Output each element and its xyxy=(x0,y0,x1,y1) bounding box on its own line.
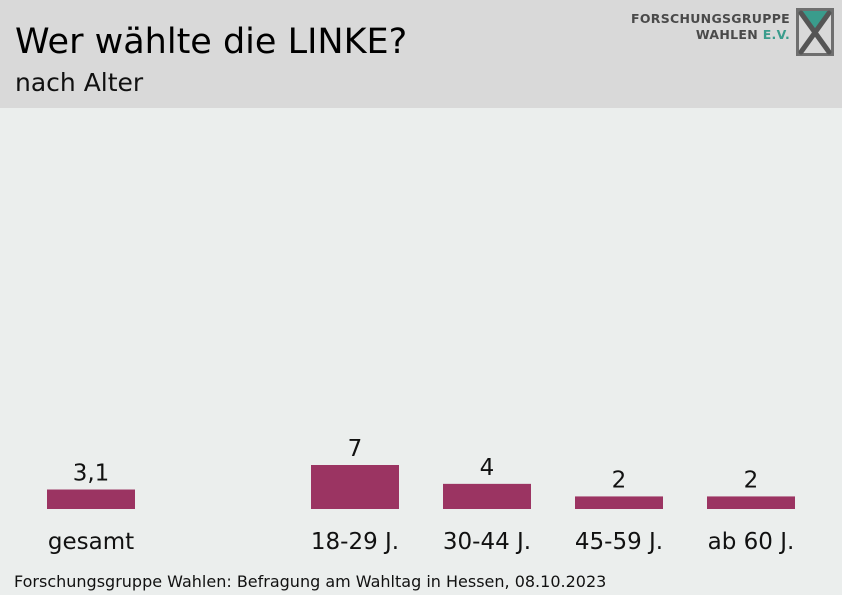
logo-line-2-main: WAHLEN xyxy=(695,27,759,42)
logo-line-1: FORSCHUNGSGRUPPE xyxy=(631,11,790,26)
chart-title: Wer wählte die LINKE? xyxy=(15,22,408,62)
logo-text: FORSCHUNGSGRUPPE WAHLEN E.V. xyxy=(631,11,790,43)
bar-3 xyxy=(575,496,663,509)
bar-chart: 3,1 gesamt 7 18-29 J. 4 30-44 J. 2 45-59 J. 2 ab … xyxy=(47,436,795,555)
value-label-1: 7 xyxy=(348,436,363,462)
chart-subtitle: nach Alter xyxy=(15,68,144,97)
fgw-x-logo-icon xyxy=(796,8,834,56)
value-label-2: 4 xyxy=(480,455,495,481)
bar-2 xyxy=(443,483,531,509)
logo-line-2: WAHLEN E.V. xyxy=(631,27,790,43)
value-label-4: 2 xyxy=(744,467,759,493)
source-note: Forschungsgruppe Wahlen: Befragung am Wa… xyxy=(14,572,607,591)
category-label-2: 30-44 J. xyxy=(443,529,531,555)
value-label-0: 3,1 xyxy=(73,461,110,487)
header-bar: Wer wählte die LINKE? nach Alter FORSCHU… xyxy=(0,0,842,108)
category-label-4: ab 60 J. xyxy=(708,529,795,555)
bar-4 xyxy=(707,496,795,509)
logo-line-2-suffix: E.V. xyxy=(762,27,790,42)
bar-0 xyxy=(47,489,135,509)
category-label-1: 18-29 J. xyxy=(311,529,399,555)
category-label-3: 45-59 J. xyxy=(575,529,663,555)
category-label-0: gesamt xyxy=(48,529,134,555)
value-label-3: 2 xyxy=(612,467,627,493)
bar-1 xyxy=(311,465,399,509)
